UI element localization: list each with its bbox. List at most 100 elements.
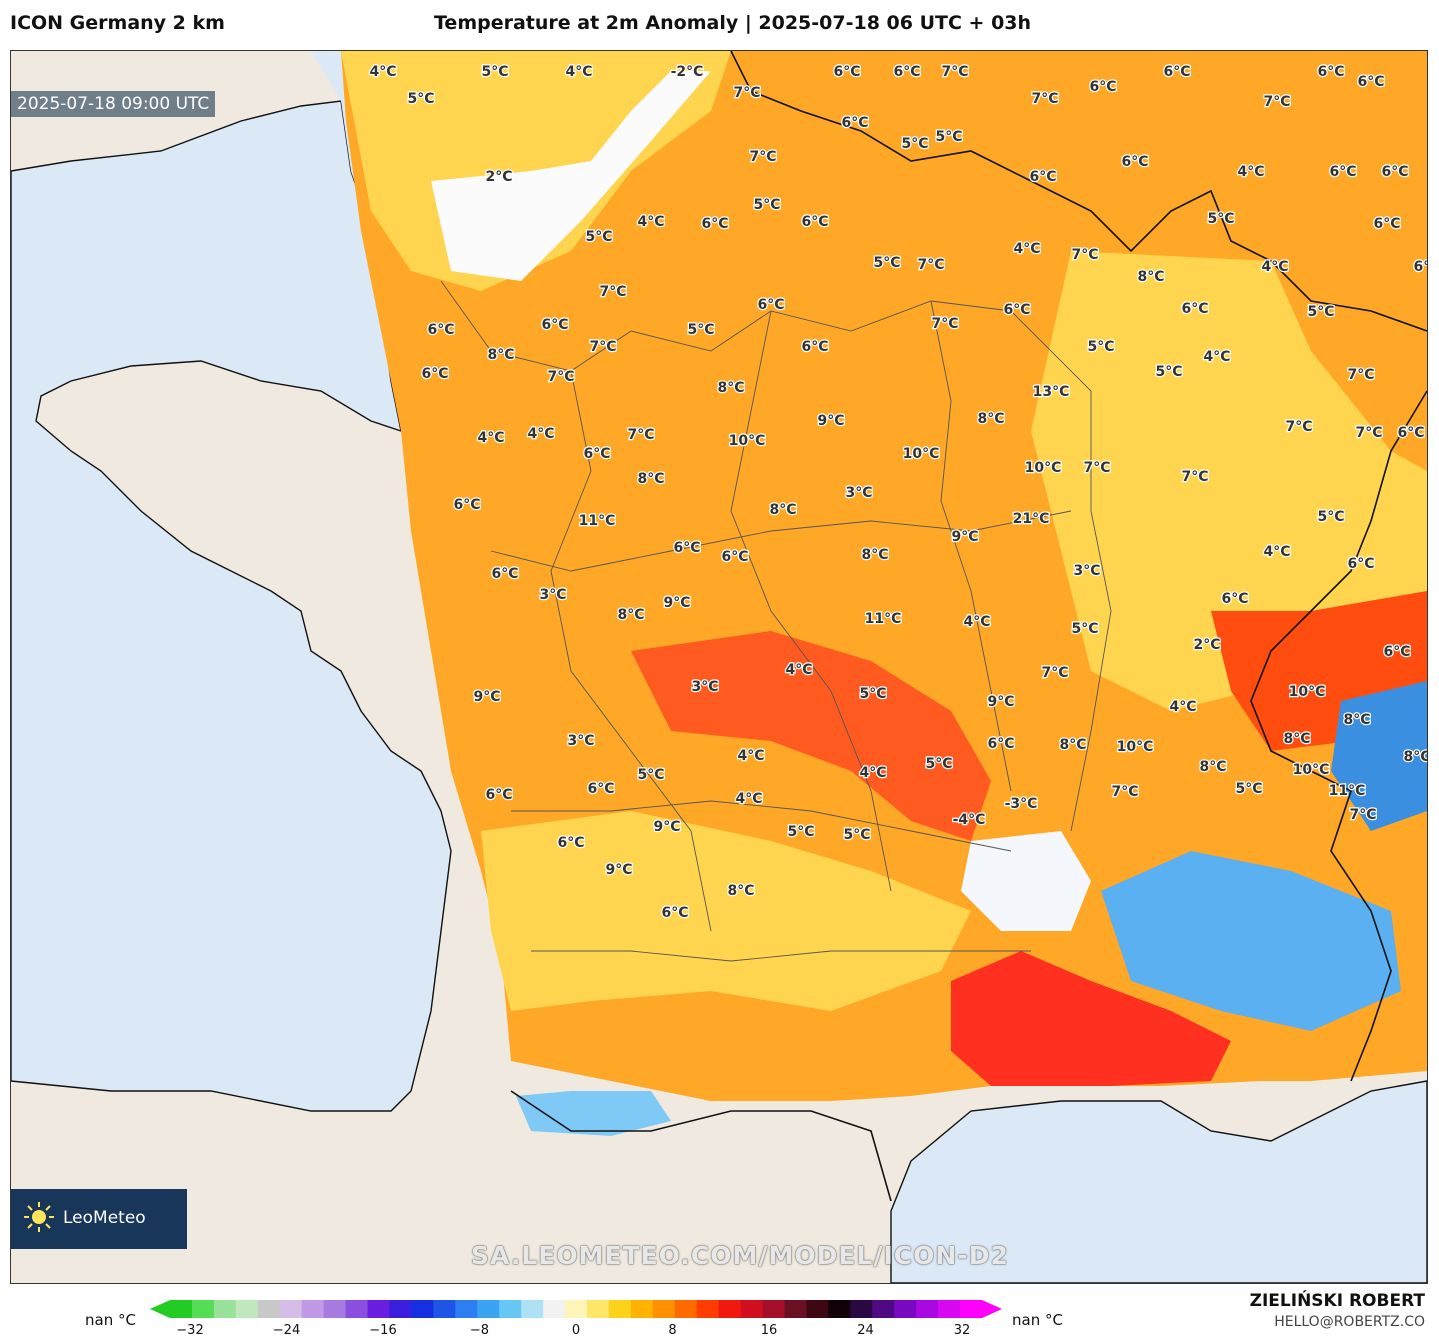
temperature-labels: 4°C 5°C 4°C -2°C 5°C 2°C 7°C 6°C 6°C 7°C 7°C 6°C 6°C…	[368, 63, 1427, 923]
temperature-label: 4°C	[637, 214, 664, 230]
colorbar-cell	[828, 1300, 851, 1318]
field-white-north	[431, 71, 711, 281]
temperature-label: 5°C	[585, 229, 612, 245]
temperature-label: 4°C	[527, 426, 554, 442]
temperature-label: 9°C	[987, 694, 1014, 710]
temperature-label: 5°C	[925, 756, 952, 772]
temperature-label: 9°C	[663, 595, 690, 611]
colorbar-cell	[960, 1300, 983, 1318]
colorbar-cell	[630, 1300, 654, 1318]
valid-time-badge: 2025-07-18 09:00 UTC	[11, 91, 216, 117]
colorbar-cell	[433, 1300, 456, 1318]
temperature-label: 6°C	[841, 115, 868, 131]
temperature-label: 6°C	[427, 322, 454, 338]
temperature-label: 21°C	[1013, 511, 1050, 527]
temperature-label: 5°C	[1071, 621, 1098, 637]
temperature-label: 7°C	[1083, 460, 1110, 476]
temperature-label: 4°C	[1013, 241, 1040, 257]
temperature-label: 4°C	[859, 765, 886, 781]
temperature-label: 5°C	[1155, 364, 1182, 380]
temperature-label: 8°C	[487, 347, 514, 363]
temperature-label: 5°C	[637, 767, 664, 783]
temperature-label: 4°C	[1261, 259, 1288, 275]
temperature-label: 6°C	[453, 497, 480, 513]
map-panel[interactable]: 4°C 5°C 4°C -2°C 5°C 2°C 7°C 6°C 6°C 7°C 7°C 6°C 6°C…	[10, 50, 1428, 1284]
temperature-label: 5°C	[1307, 304, 1334, 320]
temperature-label: 9°C	[653, 819, 680, 835]
temperature-label: 6°C	[1003, 302, 1030, 318]
temperature-label: 11°C	[1329, 783, 1366, 799]
colorbar-cell	[367, 1300, 391, 1318]
temperature-label: 6°C	[1121, 154, 1148, 170]
temperature-label: 10°C	[1025, 460, 1062, 476]
temperature-label: 4°C	[565, 64, 592, 80]
temperature-label: 6°C	[757, 297, 784, 313]
temperature-label: 6°C	[583, 446, 610, 462]
colorbar-cell	[345, 1300, 369, 1318]
colorbar-tick-label: −32	[176, 1323, 204, 1338]
temperature-label: 8°C	[1137, 269, 1164, 285]
temperature-label: 11°C	[865, 611, 902, 627]
temperature-label: 13°C	[1033, 384, 1070, 400]
country-border	[510, 51, 1427, 1202]
colorbar-min-label: nan °C	[85, 1311, 136, 1329]
temperature-label: 10°C	[729, 433, 766, 449]
field-blue-pyrenees	[516, 1091, 671, 1136]
colorbar-min-arrow	[150, 1300, 170, 1318]
colorbar-cell	[455, 1300, 478, 1318]
colorbar-cell	[806, 1300, 829, 1318]
temperature-label: 4°C	[477, 430, 504, 446]
temperature-label: 6°C	[701, 216, 728, 232]
temperature-label: 6°C	[801, 214, 828, 230]
temperature-label: 8°C	[727, 883, 754, 899]
colorbar-tick-label: −16	[369, 1323, 397, 1338]
temperature-label: 4°C	[1263, 544, 1290, 560]
temperature-label: 4°C	[737, 748, 764, 764]
temperature-label: 5°C	[753, 197, 780, 213]
colorbar-cell	[696, 1300, 720, 1318]
watermark-url: SA.LEOMETEO.COM/MODEL/ICON-D2	[471, 1241, 1009, 1270]
temperature-label: 10°C	[903, 446, 940, 462]
temperature-label: 9°C	[473, 689, 500, 705]
temperature-label: 8°C	[637, 471, 664, 487]
temperature-label: 4°C	[1203, 349, 1230, 365]
colorbar-cell	[740, 1300, 764, 1318]
colorbar-cell	[784, 1300, 808, 1318]
temperature-label: 6°C	[1317, 64, 1344, 80]
temperature-label: 6°C	[541, 317, 568, 333]
temperature-label: 8°C	[977, 411, 1004, 427]
colorbar-tick-label: −8	[469, 1323, 490, 1338]
temperature-label: 5°C	[481, 64, 508, 80]
temperature-label: 4°C	[1237, 164, 1264, 180]
map-title: Temperature at 2m Anomaly | 2025-07-18 0…	[434, 12, 1032, 34]
temperature-label: 4°C	[963, 614, 990, 630]
model-title: ICON Germany 2 km	[10, 12, 225, 34]
colorbar-cell	[389, 1300, 413, 1318]
colorbar-cell	[718, 1300, 742, 1318]
colorbar-cell	[235, 1300, 259, 1318]
temperature-label: 5°C	[407, 91, 434, 107]
temperature-label: 6°C	[1089, 79, 1116, 95]
temperature-label: 5°C	[1087, 339, 1114, 355]
colorbar-max-arrow	[982, 1300, 1002, 1318]
temperature-label: 6°C	[1383, 644, 1410, 660]
temperature-label: 8°C	[617, 607, 644, 623]
colorbar-cell	[213, 1300, 237, 1318]
temperature-label: 2°C	[485, 169, 512, 185]
temperature-label: 9°C	[817, 413, 844, 429]
temperature-label: 5°C	[1317, 509, 1344, 525]
temperature-label: 7°C	[1071, 247, 1098, 263]
colorbar-cell	[411, 1300, 434, 1318]
temperature-label: 7°C	[1031, 91, 1058, 107]
temperature-label: 4°C	[369, 64, 396, 80]
colorbar-cell	[301, 1300, 325, 1318]
temperature-label: 4°C	[735, 791, 762, 807]
leometeo-logo[interactable]: LeoMeteo	[11, 1189, 187, 1249]
colorbar	[150, 1300, 1002, 1318]
temperature-label: 6°C	[1397, 425, 1424, 441]
temperature-label: 7°C	[1347, 367, 1374, 383]
temperature-label: 8°C	[1403, 749, 1427, 765]
temperature-label: 9°C	[605, 862, 632, 878]
colorbar-cell	[477, 1300, 500, 1318]
colorbar-cell	[916, 1300, 939, 1318]
